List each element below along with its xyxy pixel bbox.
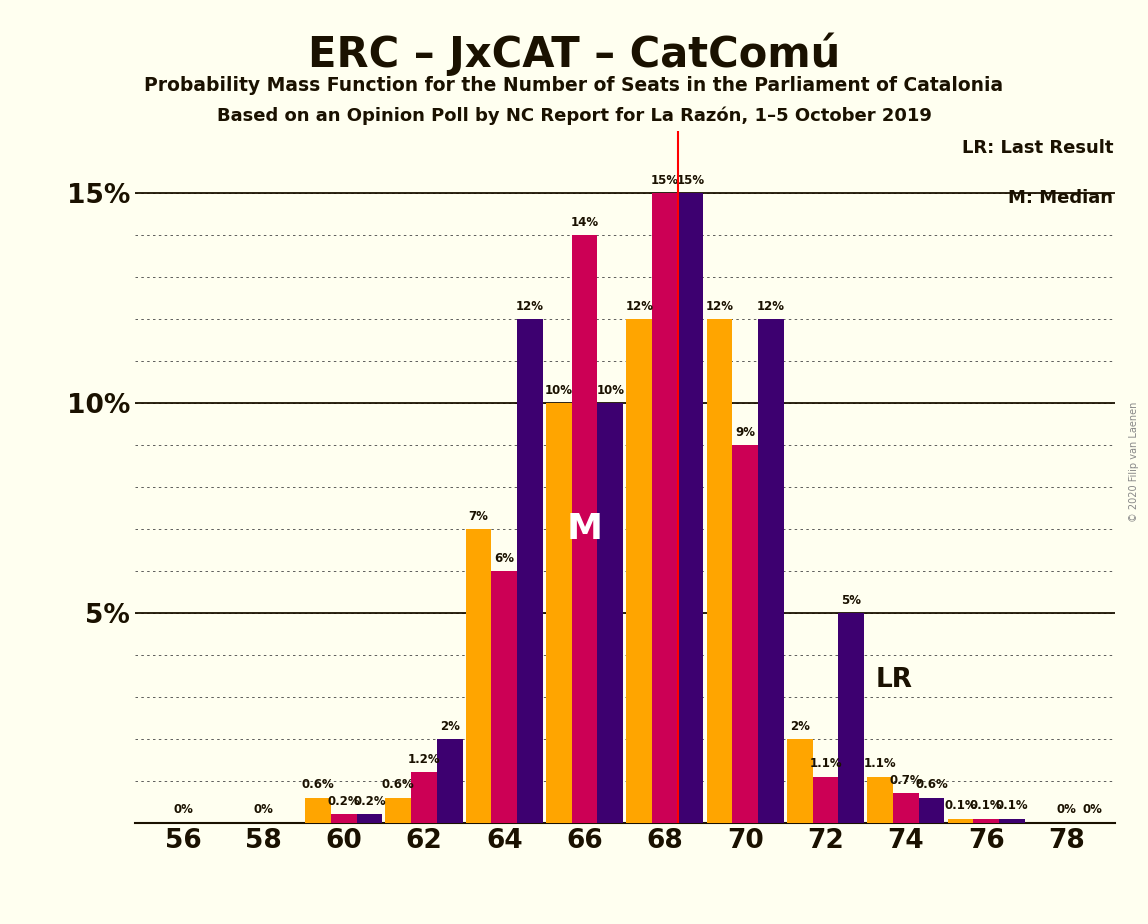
Text: 0.7%: 0.7% — [890, 774, 922, 787]
Bar — [546, 403, 572, 822]
Text: 9%: 9% — [735, 426, 755, 439]
Text: 2%: 2% — [440, 720, 459, 733]
Text: 12%: 12% — [706, 300, 734, 313]
Text: 1.2%: 1.2% — [408, 753, 441, 766]
Text: 0.6%: 0.6% — [302, 778, 334, 791]
Text: M: Median: M: Median — [1008, 189, 1114, 207]
Text: Based on an Opinion Poll by NC Report for La Razón, 1–5 October 2019: Based on an Opinion Poll by NC Report fo… — [217, 106, 931, 125]
Text: 1.1%: 1.1% — [863, 758, 897, 771]
Bar — [517, 320, 543, 822]
Bar — [732, 445, 758, 822]
Text: 14%: 14% — [571, 216, 598, 229]
Text: LR: Last Result: LR: Last Result — [962, 139, 1114, 157]
Bar — [627, 320, 652, 822]
Text: 0.1%: 0.1% — [995, 799, 1029, 812]
Text: 0.2%: 0.2% — [327, 795, 360, 808]
Text: 12%: 12% — [626, 300, 653, 313]
Bar — [918, 797, 945, 822]
Bar — [838, 613, 864, 822]
Text: 0.1%: 0.1% — [944, 799, 977, 812]
Bar — [813, 776, 838, 822]
Bar — [411, 772, 437, 822]
Text: 10%: 10% — [596, 383, 625, 397]
Bar — [386, 797, 411, 822]
Text: LR: LR — [875, 667, 913, 693]
Text: ERC – JxCAT – CatComú: ERC – JxCAT – CatComú — [308, 32, 840, 76]
Bar — [572, 236, 597, 822]
Text: 0.1%: 0.1% — [970, 799, 1002, 812]
Text: 0%: 0% — [254, 803, 273, 817]
Bar — [357, 814, 382, 822]
Text: 0.6%: 0.6% — [382, 778, 414, 791]
Bar — [758, 320, 784, 822]
Text: M: M — [567, 512, 603, 546]
Text: 6%: 6% — [495, 552, 514, 565]
Bar — [707, 320, 732, 822]
Text: 12%: 12% — [515, 300, 544, 313]
Bar — [597, 403, 623, 822]
Bar — [999, 819, 1025, 822]
Bar — [974, 819, 999, 822]
Bar — [788, 739, 813, 822]
Text: 10%: 10% — [545, 383, 573, 397]
Bar — [466, 529, 491, 822]
Text: 12%: 12% — [757, 300, 785, 313]
Text: 0%: 0% — [173, 803, 193, 817]
Text: 0%: 0% — [1056, 803, 1077, 817]
Bar — [677, 193, 704, 822]
Text: 0.6%: 0.6% — [915, 778, 948, 791]
Text: 1.1%: 1.1% — [809, 758, 841, 771]
Bar — [652, 193, 677, 822]
Bar — [867, 776, 893, 822]
Text: Probability Mass Function for the Number of Seats in the Parliament of Catalonia: Probability Mass Function for the Number… — [145, 76, 1003, 95]
Bar — [947, 819, 974, 822]
Text: 7%: 7% — [468, 510, 489, 523]
Bar — [893, 794, 918, 822]
Text: 2%: 2% — [790, 720, 809, 733]
Bar — [491, 571, 517, 822]
Text: 15%: 15% — [676, 174, 705, 188]
Bar — [305, 797, 331, 822]
Text: 5%: 5% — [841, 593, 861, 607]
Bar — [331, 814, 357, 822]
Text: 0%: 0% — [1083, 803, 1102, 817]
Text: 0.2%: 0.2% — [354, 795, 386, 808]
Bar — [437, 739, 463, 822]
Text: 15%: 15% — [651, 174, 678, 188]
Text: © 2020 Filip van Laenen: © 2020 Filip van Laenen — [1130, 402, 1139, 522]
